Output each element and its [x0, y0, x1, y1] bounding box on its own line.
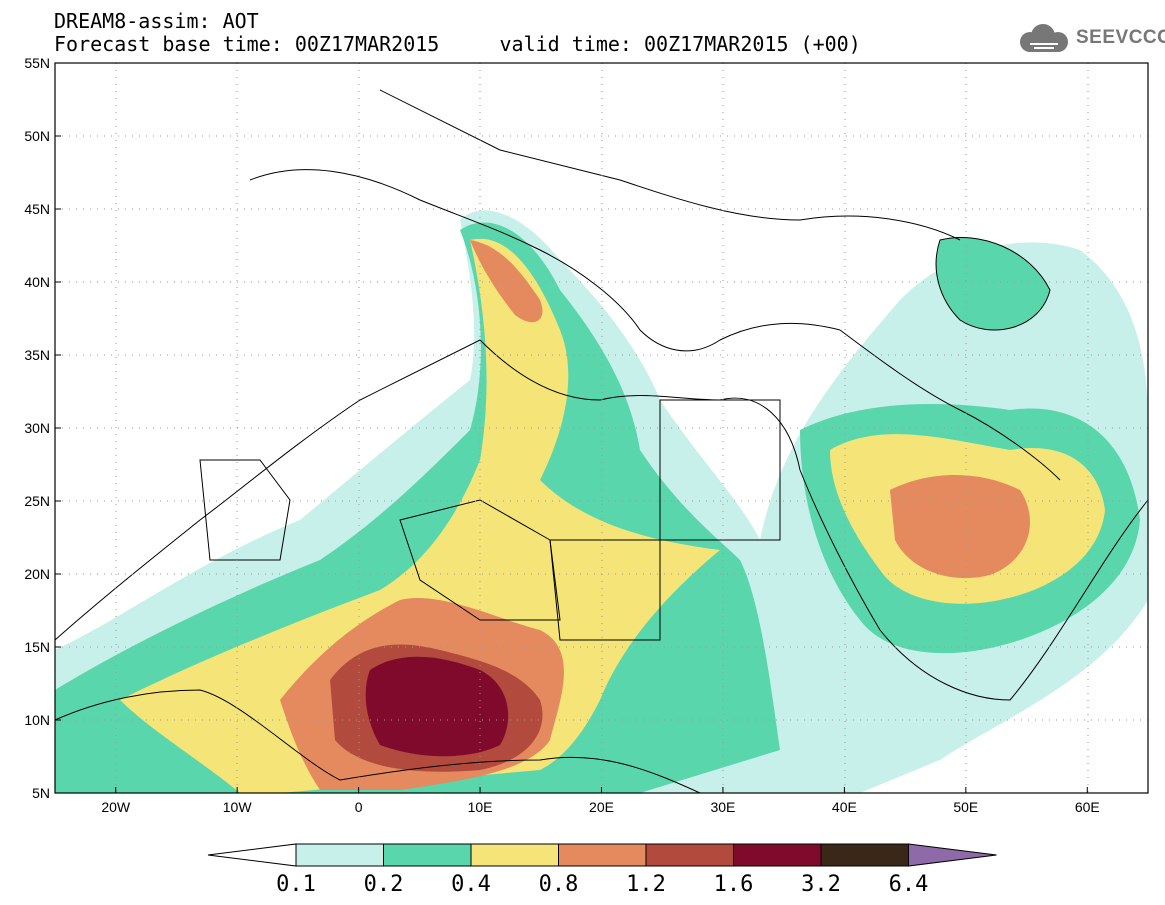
aot-band-0.8-arabia — [890, 475, 1030, 579]
colorbar-swatch — [470, 843, 559, 867]
lon-label: 20W — [101, 799, 131, 815]
colorbar — [207, 843, 997, 867]
lon-label: 40E — [832, 799, 857, 815]
colorbar-label: 0.8 — [538, 872, 579, 897]
lat-label: 40N — [24, 274, 50, 290]
lat-label: 25N — [24, 493, 50, 509]
lat-label: 5N — [32, 785, 50, 801]
lon-label: 20E — [589, 799, 614, 815]
colorbar-swatch — [733, 843, 822, 867]
aot-band-1.6 — [365, 656, 509, 757]
colorbar-swatch — [558, 843, 647, 867]
aot-band-0.2-caspian — [936, 237, 1050, 330]
colorbar-label: 1.6 — [713, 872, 754, 897]
aot-band-0.4 — [120, 238, 720, 794]
lat-label: 15N — [24, 639, 50, 655]
lon-label: 10E — [468, 799, 493, 815]
colorbar-label: 6.4 — [888, 872, 929, 897]
longitude-labels: 20W 10W 0 10E 20E 30E 40E 50E 60E — [101, 787, 1100, 815]
colorbar-swatch — [295, 843, 384, 867]
lat-label: 20N — [24, 566, 50, 582]
colorbar-arrow-high — [908, 843, 997, 867]
colorbar-arrow-low — [207, 843, 297, 867]
colorbar-swatch — [645, 843, 734, 867]
logo-text: SEEVCCC — [1076, 27, 1165, 48]
colorbar-label: 3.2 — [801, 872, 841, 897]
coastlines — [54, 89, 1149, 794]
colorbar-swatch — [383, 843, 472, 867]
forecast-time-subtitle: Forecast base time: 00Z17MAR2015 valid t… — [54, 32, 861, 56]
lat-label: 35N — [24, 347, 50, 363]
colorbar-label: 0.4 — [451, 872, 491, 897]
graticule — [55, 63, 1148, 793]
seevccc-logo — [1020, 24, 1068, 52]
lat-label: 10N — [24, 712, 50, 728]
lon-label: 30E — [710, 799, 735, 815]
lon-label: 60E — [1075, 799, 1100, 815]
lon-label: 0 — [355, 799, 363, 815]
map-plot — [54, 62, 1149, 794]
colorbar-label: 0.1 — [276, 872, 316, 897]
colorbar-label: 1.2 — [626, 872, 666, 897]
colorbar-swatch — [820, 843, 909, 867]
lat-label: 45N — [24, 201, 50, 217]
lon-label: 10W — [223, 799, 253, 815]
chart-title: DREAM8-assim: AOT — [54, 9, 259, 33]
lat-label: 30N — [24, 420, 50, 436]
lat-label: 55N — [24, 55, 50, 71]
lat-label: 50N — [24, 128, 50, 144]
latitude-labels: 55N 50N 45N 40N 35N 30N 25N 20N 15N 10N 5N — [24, 55, 61, 801]
colorbar-label: 0.2 — [363, 872, 404, 897]
aot-band-0.8-italy — [470, 240, 543, 323]
lon-label: 50E — [953, 799, 978, 815]
